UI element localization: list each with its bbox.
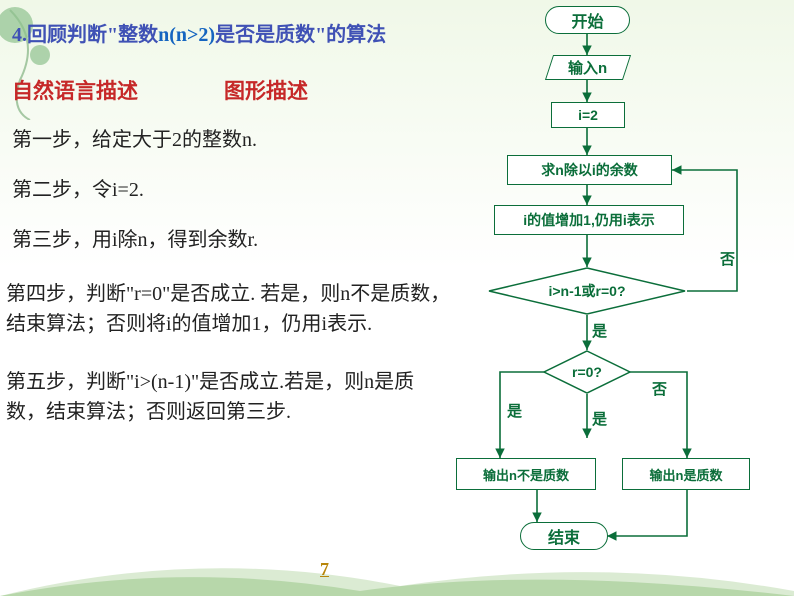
flow-input: 输入n [545, 55, 631, 80]
label-no-1: 否 [720, 248, 735, 269]
flow-remainder: 求n除以i的余数 [507, 155, 672, 185]
step-1: 第一步，给定大于2的整数n. [12, 125, 452, 155]
step-3: 第三步，用i除n，得到余数r. [12, 225, 452, 255]
flow-end: 结束 [520, 522, 608, 550]
label-yes-2: 是 [592, 408, 607, 429]
flow-decision-2: r=0? [542, 350, 632, 394]
heading-post: 是否是质数"的算法 [215, 24, 386, 46]
heading-n: n(n>2) [158, 24, 215, 46]
label-yes-3: 是 [507, 400, 522, 421]
flow-start: 开始 [545, 6, 630, 34]
label-yes-1: 是 [592, 320, 607, 341]
section-heading: 4.回顾判断"整数n(n>2)是否是质数"的算法 [12, 18, 452, 47]
flow-init: i=2 [551, 102, 625, 128]
subtitle-natural: 自然语言描述 [12, 79, 138, 103]
subtitle-graph: 图形描述 [224, 79, 308, 103]
step-5: 第五步，判断"i>(n-1)"是否成立.若是，则n是质数，结束算法；否则返回第三… [6, 367, 452, 427]
heading-pre: 4.回顾判断"整数 [12, 24, 158, 46]
step-2: 第二步，令i=2. [12, 175, 452, 205]
flow-out-prime: 输出n是质数 [622, 458, 750, 490]
label-no-2: 否 [652, 378, 667, 399]
flow-increment: i的值增加1,仍用i表示 [494, 205, 684, 235]
flow-out-notprime: 输出n不是质数 [456, 458, 596, 490]
page-number: 7 [320, 559, 329, 580]
flowchart: 开始 输入n i=2 求n除以i的余数 i的值增加1,仍用i表示 i>n-1或r… [452, 0, 794, 596]
flow-decision-1: i>n-1或r=0? [487, 267, 687, 315]
step-4: 第四步，判断"r=0"是否成立. 若是，则n不是质数，结束算法；否则将i的值增加… [6, 279, 452, 339]
